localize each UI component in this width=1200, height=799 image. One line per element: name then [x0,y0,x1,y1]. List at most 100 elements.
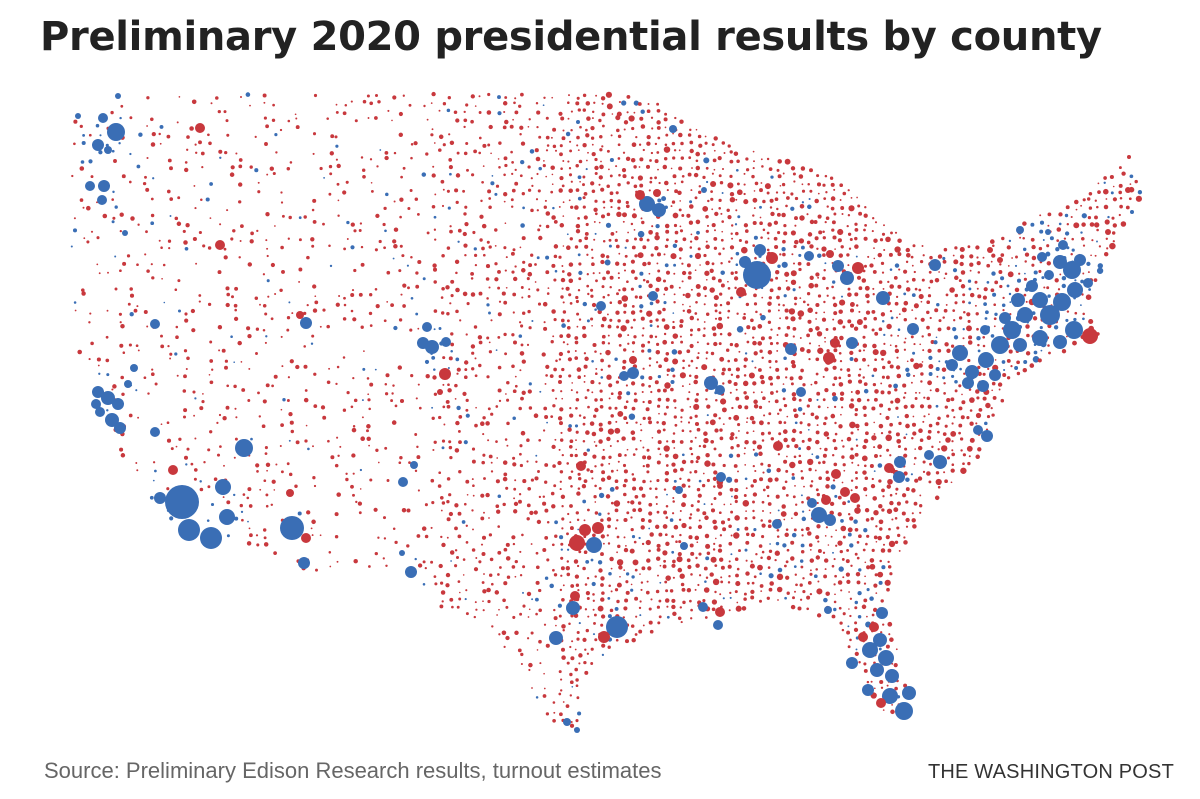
county-dot [166,438,172,443]
county-dot [663,559,667,563]
county-dot [824,336,826,339]
county-dot [876,698,886,708]
county-dot [846,630,851,635]
county-dot [577,472,581,476]
county-dot [186,148,189,151]
county-dot [993,317,997,321]
county-dot [682,303,684,306]
county-dot [893,471,905,483]
county-dot [694,436,697,439]
county-dot [353,398,358,403]
county-dot [1135,195,1143,202]
county-dot [631,213,637,219]
county-dot [262,399,267,404]
county-dot [646,470,650,474]
county-dot [578,550,582,554]
county-dot [966,416,970,420]
county-dot [255,327,260,331]
county-dot [891,518,894,521]
county-dot [664,180,669,186]
county-dot [144,175,147,179]
county-dot [702,444,707,449]
county-dot [824,340,826,343]
county-dot [677,616,682,621]
county-dot [817,405,821,409]
county-dot [671,535,675,538]
county-dot [1024,252,1030,257]
county-dot [167,239,172,243]
county-dot [431,91,436,97]
county-dot [160,344,165,349]
county-dot [95,123,100,128]
county-dot [649,487,652,490]
county-dot [215,96,219,100]
county-dot [552,335,555,338]
county-dot [546,521,550,524]
county-dot [576,144,579,147]
county-dot [366,436,371,442]
county-dot [656,510,660,514]
county-dot [784,532,789,538]
county-dot [1130,210,1134,214]
county-dot [608,406,612,410]
county-dot [627,367,639,379]
county-dot [678,247,683,252]
county-dot [618,344,622,347]
county-dot [630,269,636,274]
county-dot [464,598,467,601]
county-dot [696,230,700,235]
county-dot [313,93,318,98]
county-dot [598,439,603,444]
county-dot [326,117,329,120]
county-dot [936,375,939,378]
county-dot [1081,237,1085,241]
county-dot [169,197,174,201]
county-dot [941,367,947,372]
county-dot [448,511,454,517]
county-dot [688,156,692,160]
county-dot [313,484,317,488]
county-dot [921,361,924,363]
county-dot [824,568,827,571]
county-dot [1013,338,1027,352]
county-dot [582,93,587,98]
county-dot [582,175,586,179]
county-dot [513,487,517,491]
county-dot [785,204,788,208]
county-dot [482,453,486,457]
county-dot [662,279,667,283]
county-dot [711,326,717,331]
county-dot [250,231,254,236]
county-dot [551,263,556,268]
county-dot [310,237,315,242]
county-dot [722,463,726,468]
county-dot [768,336,772,340]
county-dot [487,189,492,194]
county-dot [474,263,478,267]
county-dot [767,421,770,425]
county-dot [558,111,563,116]
county-dot [688,220,694,225]
county-dot [773,441,783,451]
county-dot [696,292,701,297]
county-dot [791,476,796,480]
county-dot [926,325,930,330]
county-dot [649,334,654,339]
county-dot [488,205,492,209]
county-dot [864,264,867,268]
county-dot [776,586,783,593]
county-dot [382,516,387,520]
county-dot [664,126,667,129]
county-dot [207,485,211,489]
county-dot [689,254,693,258]
county-dot [769,512,772,514]
county-dot [593,621,596,625]
county-dot [873,316,877,321]
county-dot [884,579,891,586]
county-dot [343,247,347,251]
county-dot [530,177,533,180]
county-dot [889,493,893,497]
county-dot [662,550,668,556]
county-dot [846,579,851,585]
county-dot [605,222,612,228]
